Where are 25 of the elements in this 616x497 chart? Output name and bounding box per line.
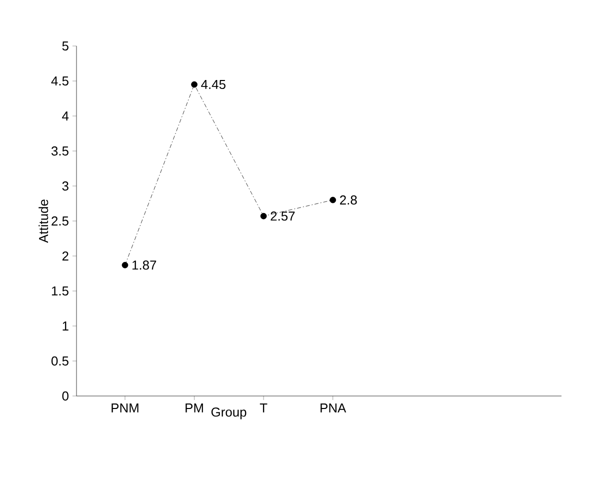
- x-axis-title: Group: [211, 408, 246, 420]
- x-tick-label: T: [260, 404, 268, 412]
- data-label: 2.57: [270, 212, 295, 221]
- x-tick-label: PNM: [112, 404, 138, 412]
- y-tick-label: 5: [62, 41, 68, 51]
- point: [330, 196, 336, 204]
- y-tick-label: 4: [62, 112, 69, 120]
- data-label: 1.87: [132, 260, 156, 270]
- y-tick-label: 4.5: [51, 76, 68, 86]
- y-tick-label: 1.5: [52, 286, 68, 296]
- data-label: 2.8: [340, 195, 357, 205]
- x-tick-label: PNA: [320, 404, 346, 412]
- point: [122, 262, 128, 268]
- y-tick-label: 2: [62, 251, 68, 261]
- y-tick-label: 3.5: [51, 146, 68, 156]
- y-tick-label: 3: [62, 181, 68, 191]
- point: [191, 81, 198, 88]
- y-tick-label: 0.5: [51, 356, 68, 366]
- y-tick-label: 1: [62, 322, 68, 330]
- point: [260, 212, 267, 220]
- data-label: 4.45: [201, 80, 226, 90]
- y-axis-title: Attitude: [38, 200, 48, 243]
- y-tick-label: 0: [62, 391, 68, 401]
- y-tick-label: 2.5: [52, 216, 68, 226]
- x-tick-label: PM: [186, 404, 203, 412]
